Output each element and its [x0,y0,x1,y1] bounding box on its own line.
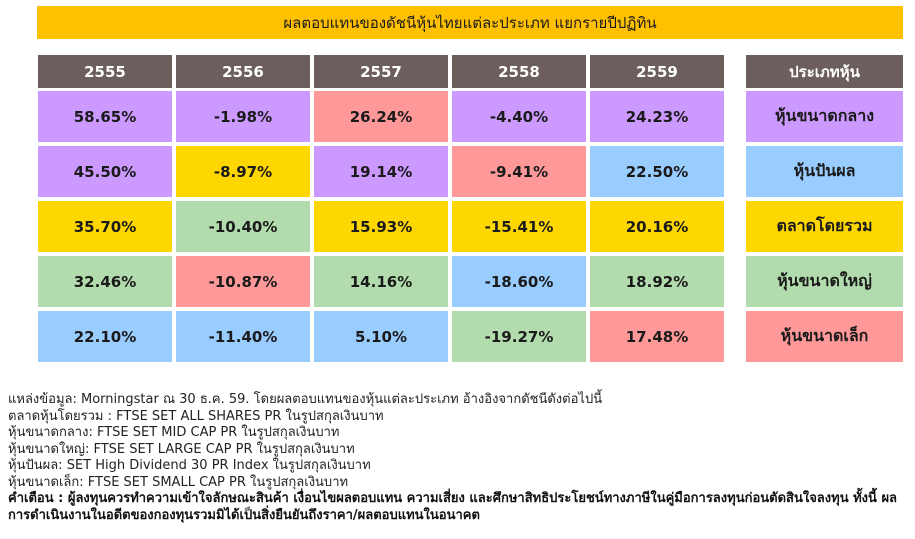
return-cell: 26.24% [314,91,448,142]
return-cell: 45.50% [38,146,172,197]
return-cell: -10.87% [176,256,310,307]
note-line: หุ้นขนาดใหญ่: FTSE SET LARGE CAP PR ในรู… [8,441,355,457]
year-header: 2555 [38,55,172,88]
note-line: หุ้นปันผล: SET High Dividend 30 PR Index… [8,458,371,473]
return-cell: 17.48% [590,311,724,362]
return-cell: -18.60% [452,256,586,307]
legend-category: ตลาดโดยรวม [746,201,903,252]
chart-title: ผลตอบแทนของดัชนีหุ้นไทยแต่ละประเภท แยกรา… [37,6,903,39]
note-line: แหล่งข้อมูล: Morningstar ณ 30 ธ.ค. 59. โ… [8,392,603,407]
return-cell: 58.65% [38,91,172,142]
return-cell: -15.41% [452,201,586,252]
note-line: หุ้นขนาดเล็ก: FTSE SET SMALL CAP PR ในรู… [8,474,349,490]
return-cell: -19.27% [452,311,586,362]
return-cell: -10.40% [176,201,310,252]
return-cell: 18.92% [590,256,724,307]
year-header: 2556 [176,55,310,88]
legend-category: หุ้นปันผล [746,146,903,197]
return-cell: 24.23% [590,91,724,142]
source-notes: แหล่งข้อมูล: Morningstar ณ 30 ธ.ค. 59. โ… [8,392,913,491]
return-cell: 32.46% [38,256,172,307]
return-cell: 22.50% [590,146,724,197]
category-header: ประเภทหุ้น [746,55,903,88]
year-header: 2557 [314,55,448,88]
return-cell: 35.70% [38,201,172,252]
note-line: หุ้นขนาดกลาง: FTSE SET MID CAP PR ในรูปส… [8,425,340,440]
return-cell: 5.10% [314,311,448,362]
return-cell: -8.97% [176,146,310,197]
return-cell: 15.93% [314,201,448,252]
year-header: 2558 [452,55,586,88]
return-cell: -4.40% [452,91,586,142]
legend-category: หุ้นขนาดเล็ก [746,311,903,362]
return-cell: 14.16% [314,256,448,307]
return-cell: 22.10% [38,311,172,362]
return-cell: -9.41% [452,146,586,197]
warning-text: คำเตือน : ผู้ลงทุนควรทำความเข้าใจลักษณะส… [8,491,898,523]
year-header: 2559 [590,55,724,88]
return-cell: 19.14% [314,146,448,197]
return-cell: 20.16% [590,201,724,252]
legend-category: หุ้นขนาดใหญ่ [746,256,903,307]
legend-category: หุ้นขนาดกลาง [746,91,903,142]
return-cell: -11.40% [176,311,310,362]
note-line: ตลาดหุ้นโดยรวม : FTSE SET ALL SHARES PR … [8,408,384,424]
return-cell: -1.98% [176,91,310,142]
